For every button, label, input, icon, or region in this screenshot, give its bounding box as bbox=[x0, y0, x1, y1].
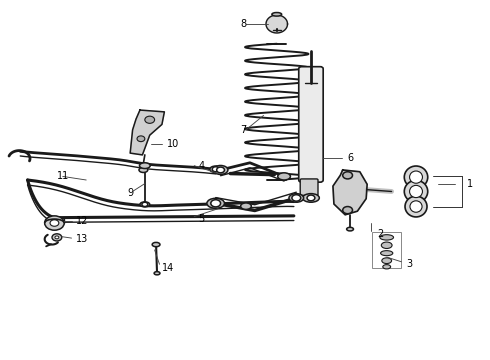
Ellipse shape bbox=[410, 201, 422, 212]
Circle shape bbox=[212, 167, 219, 172]
Text: 4: 4 bbox=[198, 161, 205, 171]
Ellipse shape bbox=[213, 166, 228, 175]
Text: 13: 13 bbox=[76, 234, 89, 244]
Ellipse shape bbox=[210, 166, 221, 172]
Circle shape bbox=[142, 202, 148, 207]
Ellipse shape bbox=[303, 194, 319, 202]
Text: 2: 2 bbox=[377, 229, 383, 239]
Ellipse shape bbox=[381, 242, 392, 248]
Circle shape bbox=[145, 116, 155, 123]
Ellipse shape bbox=[140, 163, 150, 168]
Circle shape bbox=[55, 236, 59, 239]
Circle shape bbox=[45, 216, 64, 230]
Circle shape bbox=[307, 195, 315, 201]
Text: 1: 1 bbox=[467, 179, 473, 189]
Ellipse shape bbox=[382, 258, 392, 264]
Polygon shape bbox=[266, 15, 288, 33]
Circle shape bbox=[52, 234, 62, 241]
Polygon shape bbox=[333, 170, 367, 215]
Circle shape bbox=[292, 195, 301, 201]
Ellipse shape bbox=[381, 251, 393, 256]
Ellipse shape bbox=[154, 272, 160, 275]
Text: 6: 6 bbox=[347, 153, 354, 163]
Polygon shape bbox=[130, 110, 164, 155]
Ellipse shape bbox=[410, 185, 422, 198]
FancyBboxPatch shape bbox=[300, 179, 318, 195]
Ellipse shape bbox=[404, 180, 428, 203]
Circle shape bbox=[217, 167, 224, 173]
Circle shape bbox=[343, 172, 352, 179]
Text: 7: 7 bbox=[240, 125, 246, 135]
Ellipse shape bbox=[404, 166, 428, 188]
Ellipse shape bbox=[380, 235, 393, 240]
Text: 12: 12 bbox=[76, 216, 89, 226]
Ellipse shape bbox=[346, 227, 353, 231]
FancyBboxPatch shape bbox=[299, 67, 323, 182]
Circle shape bbox=[50, 220, 59, 226]
Ellipse shape bbox=[241, 203, 251, 210]
Ellipse shape bbox=[278, 173, 291, 180]
Ellipse shape bbox=[289, 194, 304, 202]
Ellipse shape bbox=[140, 202, 150, 207]
Ellipse shape bbox=[139, 167, 148, 172]
Ellipse shape bbox=[272, 13, 282, 16]
Text: 14: 14 bbox=[162, 263, 174, 273]
Text: 5: 5 bbox=[198, 215, 205, 224]
Text: 10: 10 bbox=[167, 139, 179, 149]
Circle shape bbox=[211, 200, 220, 207]
Circle shape bbox=[343, 207, 352, 214]
Text: 9: 9 bbox=[128, 188, 134, 198]
Ellipse shape bbox=[152, 242, 160, 247]
Text: 8: 8 bbox=[240, 19, 246, 29]
Circle shape bbox=[137, 136, 145, 141]
Ellipse shape bbox=[405, 196, 427, 217]
Text: 11: 11 bbox=[57, 171, 69, 181]
Ellipse shape bbox=[410, 171, 422, 183]
Ellipse shape bbox=[207, 198, 224, 208]
Text: 3: 3 bbox=[406, 259, 413, 269]
Ellipse shape bbox=[383, 265, 391, 269]
